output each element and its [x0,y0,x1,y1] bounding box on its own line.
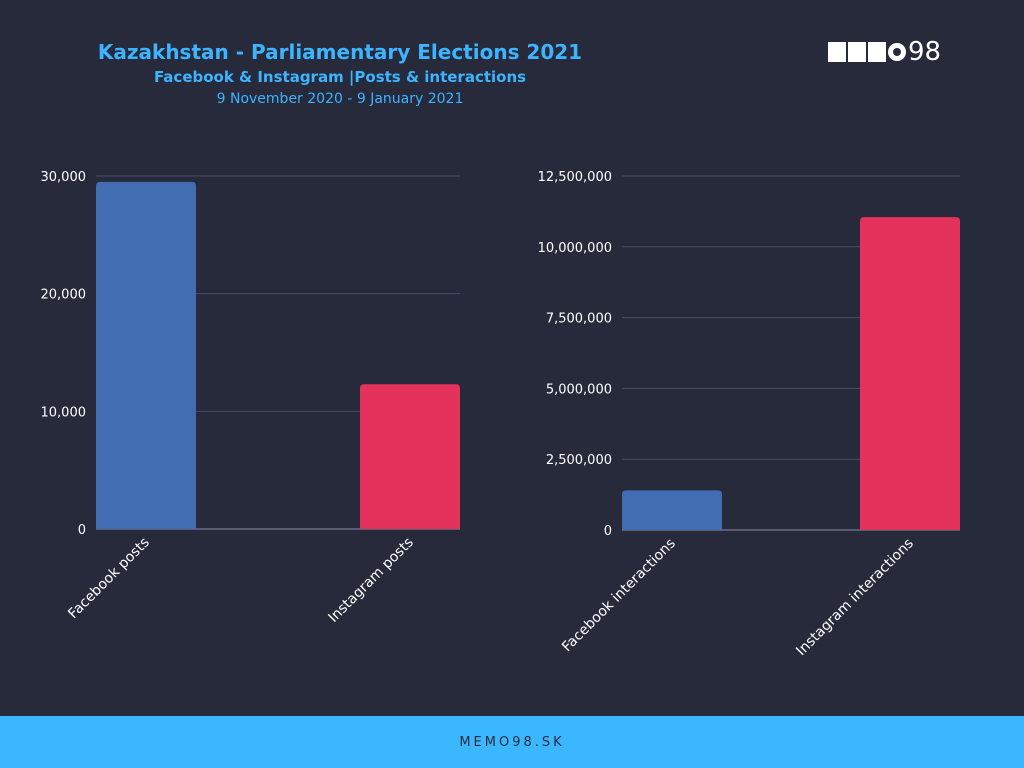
y-tick-label: 0 [78,523,86,538]
charts-area: 0 10,000 20,000 30,000 Facebook posts Instagr… [41,170,960,660]
y-tick-label: 20,000 [41,288,87,303]
x-category-label: Instagram interactions [793,536,917,660]
y-tick-label: 7,500,000 [546,312,612,327]
chart-title: Kazakhstan - Parliamentary Elections 202… [97,40,583,64]
bar-instagram-posts [360,384,460,529]
bar-facebook-interactions [622,490,722,530]
y-tick-label: 12,500,000 [538,170,612,185]
x-category-label: Facebook interactions [559,536,679,656]
footer-bar: MEMO98.SK [0,716,1024,768]
chart-header: Kazakhstan - Parliamentary Elections 202… [0,38,680,110]
logo-text: 98 [908,37,942,67]
y-tick-label: 10,000,000 [538,241,612,256]
chart-subtitle: Facebook & Instagram |Posts & interactio… [153,68,527,86]
x-category-label: Facebook posts [65,535,153,623]
bar-facebook-posts [96,181,196,529]
y-tick-label: 10,000 [41,405,87,420]
memo98-logo: 98 [828,38,941,66]
bar-instagram-interactions [860,217,960,530]
y-tick-label: 2,500,000 [546,453,612,468]
date-range: 9 November 2020 - 9 January 2021 [216,91,464,107]
footer-text: MEMO98.SK [459,734,565,750]
y-tick-label: 5,000,000 [546,382,612,397]
x-category-label: Instagram posts [325,535,416,626]
y-tick-label: 30,000 [41,170,87,185]
y-tick-label: 0 [604,524,612,539]
logo-blocks-icon [828,42,906,62]
